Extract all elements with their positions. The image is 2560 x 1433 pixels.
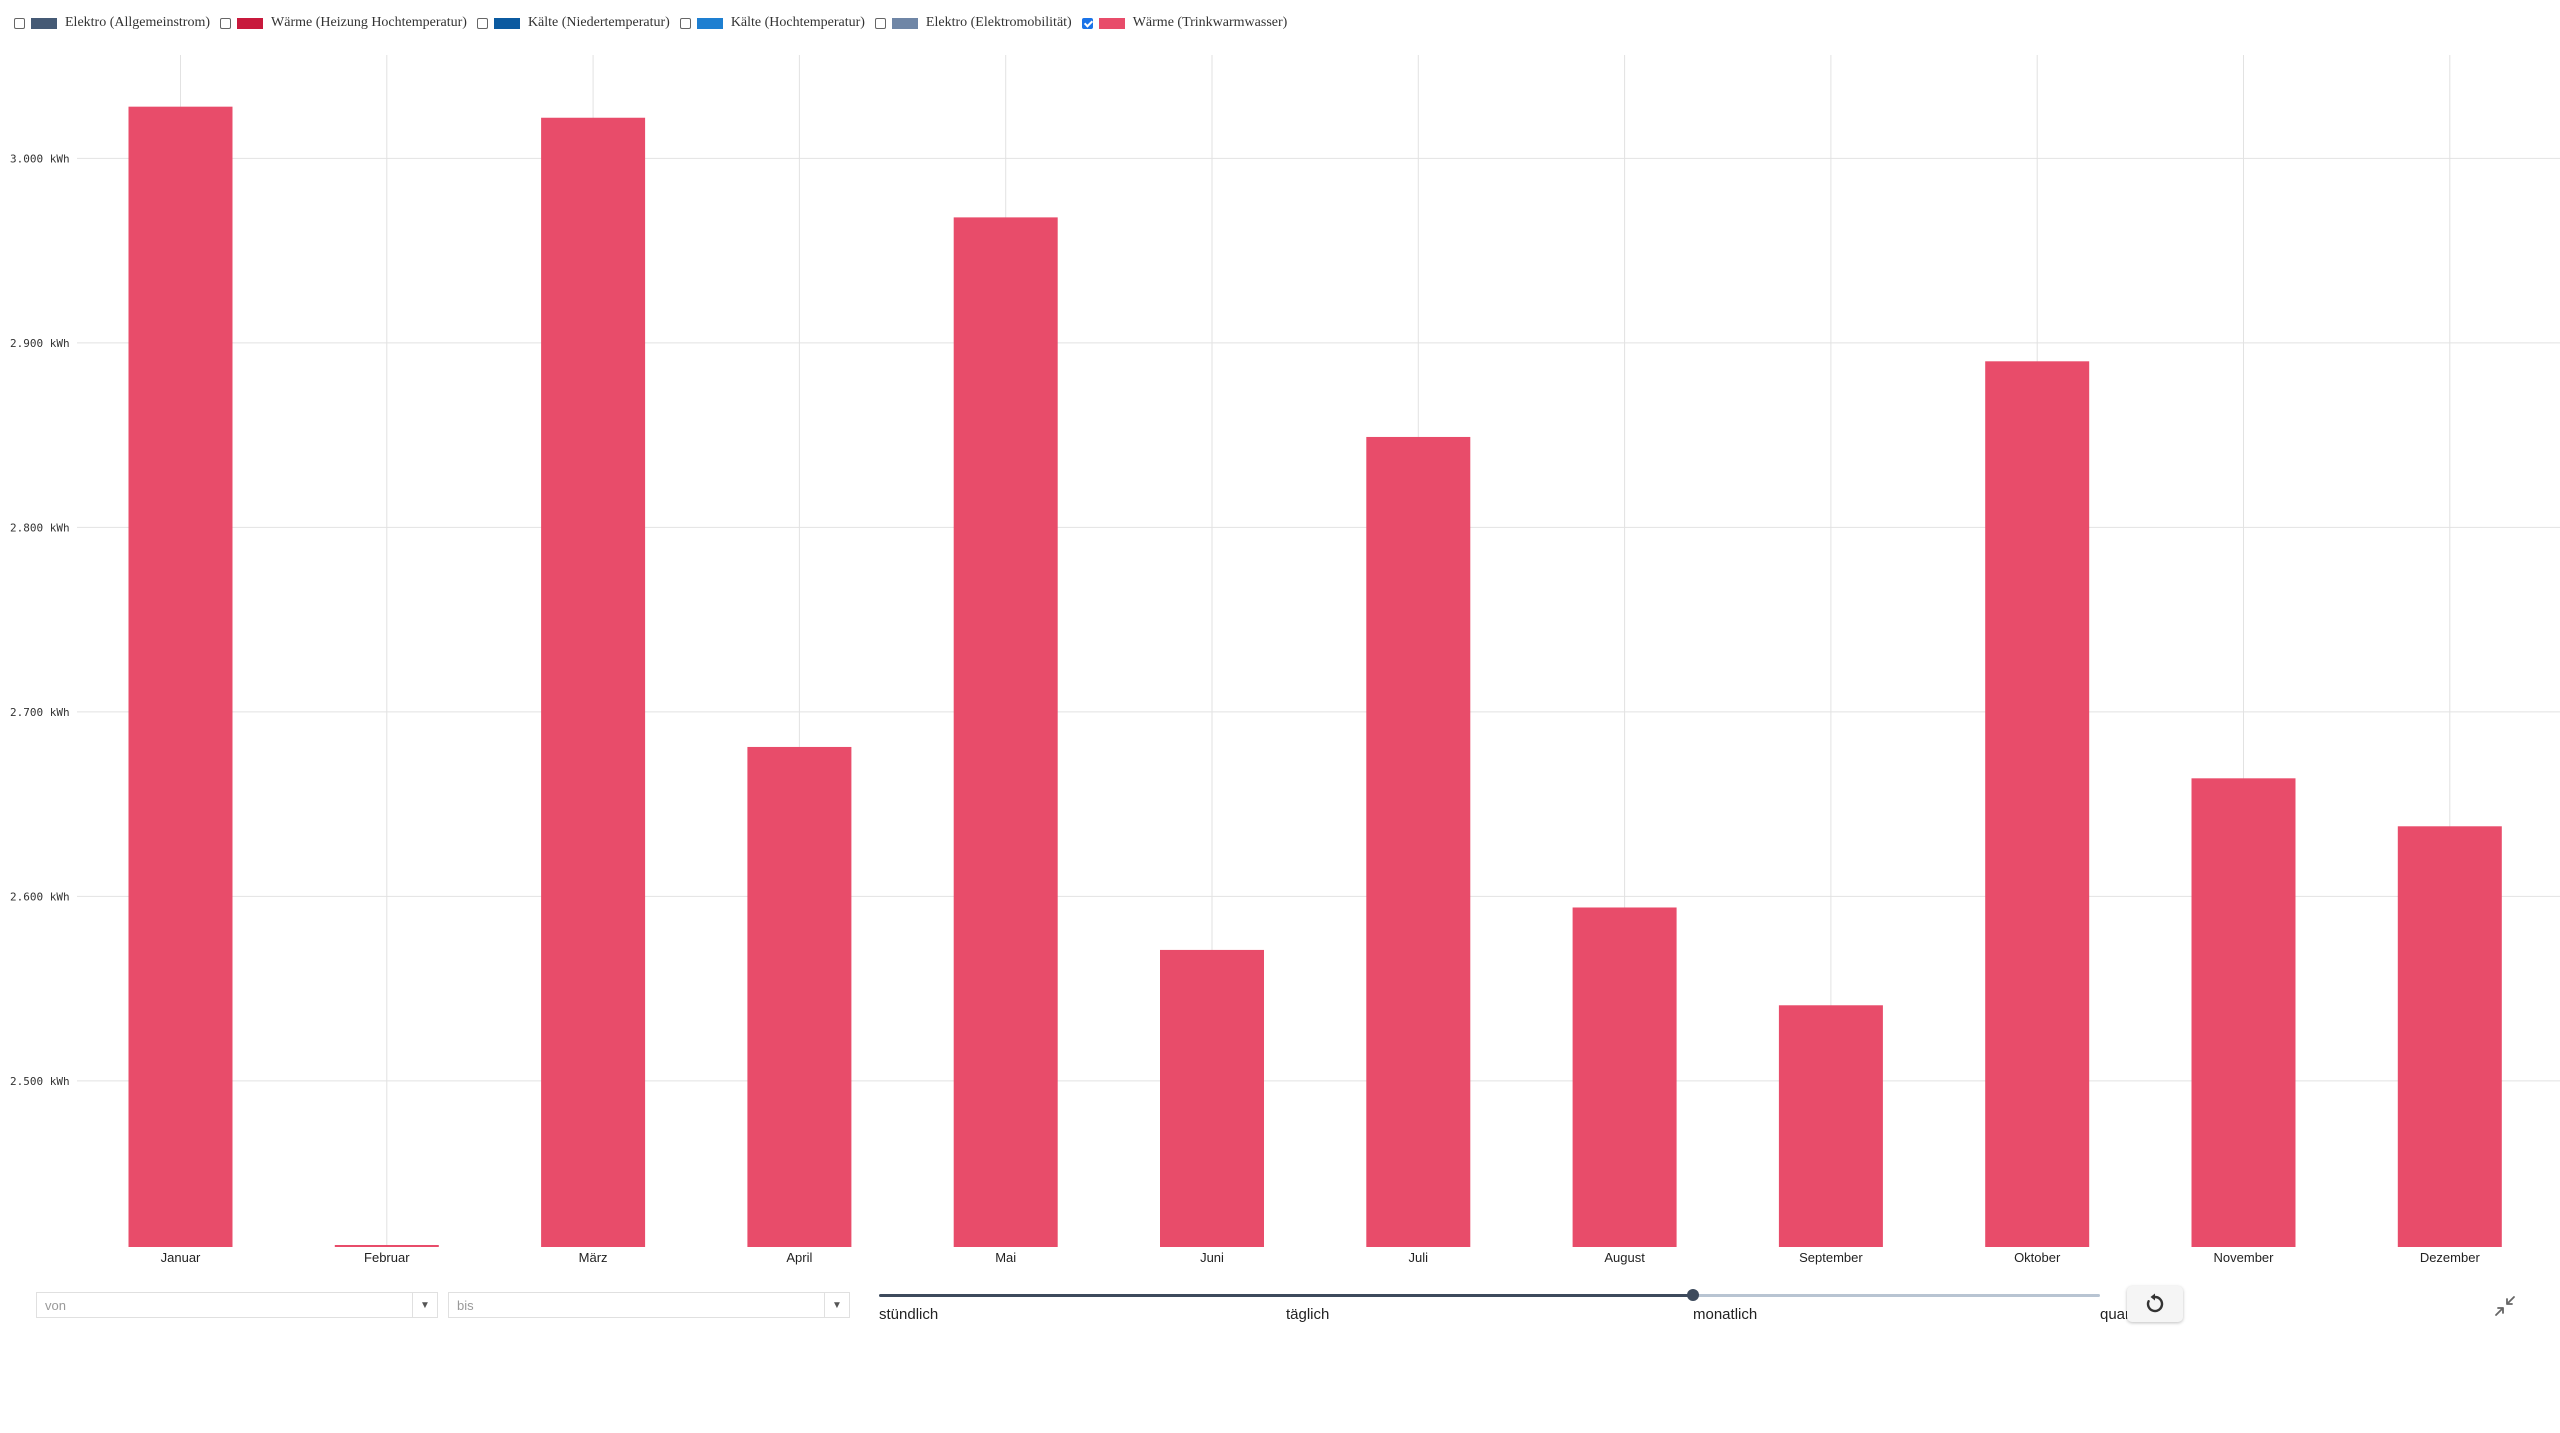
from-placeholder: von <box>45 1297 66 1313</box>
legend-checkbox[interactable] <box>1081 17 1093 29</box>
x-tick-label: Oktober <box>2014 1250 2061 1265</box>
bar <box>128 106 233 1247</box>
slider-track-active[interactable] <box>879 1294 1693 1297</box>
bar <box>1160 949 1264 1247</box>
chevron-down-icon[interactable]: ▼ <box>824 1293 849 1317</box>
x-tick-label: Dezember <box>2420 1250 2481 1265</box>
reset-icon <box>2146 1293 2164 1313</box>
x-tick-label: März <box>579 1250 608 1265</box>
y-tick-label: 2.600 kWh <box>10 890 70 903</box>
legend-label: Wärme (Heizung Hochtemperatur) <box>271 15 467 30</box>
legend-item[interactable]: Wärme (Trinkwarmwasser) <box>1081 15 1288 31</box>
bar <box>1572 907 1677 1247</box>
legend-label: Elektro (Allgemeinstrom) <box>65 15 211 30</box>
slider-thumb[interactable] <box>1687 1289 1699 1301</box>
legend-swatch <box>1098 17 1125 29</box>
slider-option-label[interactable]: täglich <box>1286 1306 1330 1323</box>
x-tick-label: Juli <box>1409 1250 1429 1265</box>
y-tick-label: 2.800 kWh <box>10 521 70 534</box>
bar <box>747 746 852 1247</box>
bar <box>1985 361 2090 1247</box>
legend-checkbox[interactable] <box>679 17 691 29</box>
slider-option-label[interactable]: stündlich <box>879 1306 939 1323</box>
from-select[interactable]: von ▼ <box>36 1292 438 1318</box>
legend-checkbox[interactable] <box>874 17 886 29</box>
x-tick-label: Juni <box>1200 1250 1224 1265</box>
y-tick-label: 2.500 kWh <box>10 1075 70 1088</box>
chevron-down-icon[interactable]: ▼ <box>412 1293 437 1317</box>
y-tick-label: 3.000 kWh <box>10 152 70 165</box>
chart-legend: Elektro (Allgemeinstrom) Wärme (Heizung H… <box>14 10 1297 36</box>
legend-checkbox[interactable] <box>220 17 232 29</box>
x-tick-label: Februar <box>364 1250 410 1265</box>
legend-label: Wärme (Trinkwarmwasser) <box>1132 15 1288 30</box>
x-tick-label: November <box>2214 1250 2275 1265</box>
reset-button[interactable] <box>2127 1286 2183 1322</box>
slider-option-label[interactable]: monatlich <box>1693 1306 1758 1323</box>
legend-swatch <box>696 17 723 29</box>
legend-item[interactable]: Wärme (Heizung Hochtemperatur) <box>220 15 467 31</box>
to-placeholder: bis <box>457 1297 474 1313</box>
legend-swatch <box>31 17 57 29</box>
legend-item[interactable]: Kälte (Niedertemperatur) <box>476 15 670 31</box>
legend-item[interactable]: Elektro (Elektromobilität) <box>874 15 1072 31</box>
bar <box>953 217 1058 1248</box>
legend-swatch <box>237 17 264 29</box>
legend-item[interactable]: Kälte (Hochtemperatur) <box>679 15 865 31</box>
bar <box>1366 436 1471 1247</box>
x-tick-label: Mai <box>995 1250 1016 1265</box>
x-tick-label: Januar <box>161 1250 201 1265</box>
legend-item[interactable]: Elektro (Allgemeinstrom) <box>14 15 210 31</box>
x-tick-label: April <box>786 1250 812 1265</box>
bar <box>334 1245 439 1247</box>
chart-controls: von ▼ bis ▼ stündlich täglich monatlich qua… <box>0 1280 2560 1340</box>
bar <box>2397 826 2502 1247</box>
x-tick-label: August <box>1604 1250 1645 1265</box>
legend-checkbox[interactable] <box>476 17 488 29</box>
legend-label: Elektro (Elektromobilität) <box>925 15 1072 30</box>
slider-track-inactive[interactable] <box>1693 1294 2100 1297</box>
legend-checkbox[interactable] <box>14 17 25 29</box>
y-tick-label: 2.900 kWh <box>10 337 70 350</box>
bar <box>1778 1005 1883 1247</box>
legend-label: Kälte (Hochtemperatur) <box>730 15 865 30</box>
bar <box>2191 778 2296 1247</box>
y-tick-label: 2.700 kWh <box>10 706 70 719</box>
legend-label: Kälte (Niedertemperatur) <box>527 15 670 30</box>
x-tick-label: September <box>1799 1250 1863 1265</box>
bar <box>541 117 646 1248</box>
to-select[interactable]: bis ▼ <box>448 1292 850 1318</box>
legend-swatch <box>493 17 520 29</box>
slider-option-label[interactable]: quar <box>2100 1306 2130 1323</box>
collapse-icon[interactable] <box>2492 1293 2518 1319</box>
legend-swatch <box>891 17 918 29</box>
